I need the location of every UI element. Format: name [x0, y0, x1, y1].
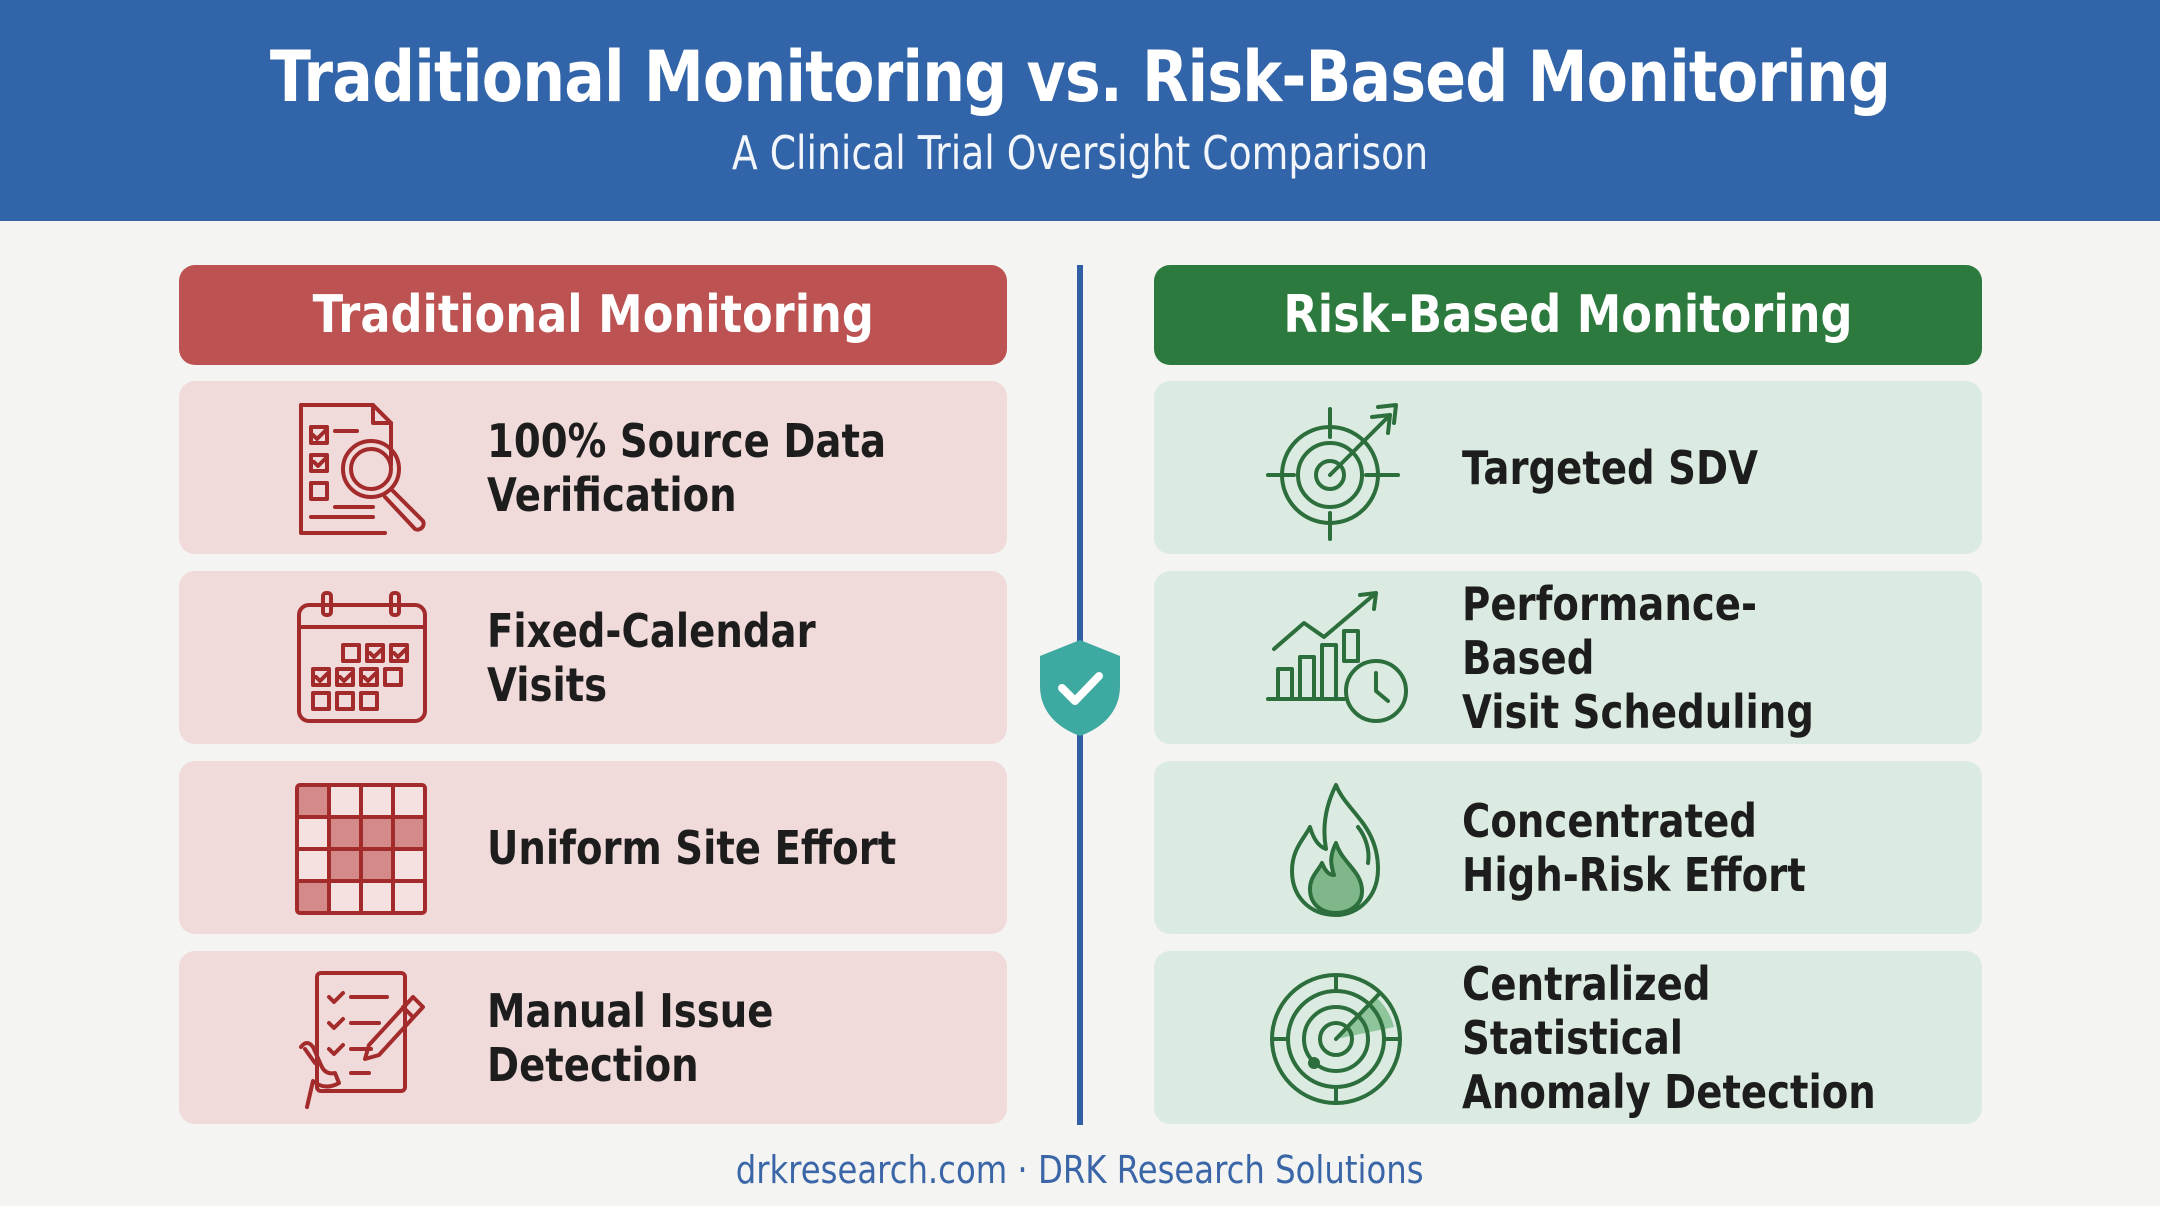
target-arrow-icon [1266, 403, 1400, 541]
traditional-item-label: Fixed-Calendar Visits [487, 603, 816, 712]
checklist-pen-icon [299, 971, 425, 1109]
risk-item-label: Targeted SDV [1462, 440, 1758, 495]
document-magnifier-icon [299, 403, 426, 535]
traditional-item-source-verification: 100% Source Data Verification [179, 381, 1007, 554]
header-banner: Traditional Monitoring vs. Risk-Based Mo… [0, 0, 2160, 221]
chart-clock-icon [1266, 591, 1408, 723]
risk-item-targeted-sdv: Targeted SDV [1154, 381, 1982, 554]
traditional-item-manual-detection: Manual Issue Detection [179, 951, 1007, 1124]
risk-based-column-header: Risk-Based Monitoring [1154, 265, 1982, 365]
risk-item-label: Performance-Based Visit Scheduling [1462, 576, 1814, 739]
risk-item-label: Centralized Statistical Anomaly Detectio… [1462, 956, 1876, 1119]
risk-item-label: Concentrated High-Risk Effort [1462, 793, 1806, 902]
shield-check-icon [1040, 640, 1120, 736]
risk-based-column-title: Risk-Based Monitoring [1283, 285, 1853, 345]
flame-icon [1290, 783, 1380, 917]
footer-credit: drkresearch.com · DRK Research Solutions [0, 1148, 2160, 1192]
radar-icon [1270, 973, 1402, 1105]
calendar-icon [297, 591, 427, 723]
risk-item-high-risk-effort: Concentrated High-Risk Effort [1154, 761, 1982, 934]
traditional-item-calendar-visits: Fixed-Calendar Visits [179, 571, 1007, 744]
traditional-item-label: Manual Issue Detection [487, 983, 774, 1092]
traditional-item-label: 100% Source Data Verification [487, 413, 887, 522]
traditional-item-uniform-effort: Uniform Site Effort [179, 761, 1007, 934]
grid-icon [295, 783, 427, 915]
page-title: Traditional Monitoring vs. Risk-Based Mo… [269, 36, 1891, 118]
risk-item-performance-scheduling: Performance-Based Visit Scheduling [1154, 571, 1982, 744]
footer-link[interactable]: drkresearch.com · DRK Research Solutions [736, 1148, 1424, 1192]
traditional-column-header: Traditional Monitoring [179, 265, 1007, 365]
traditional-column-title: Traditional Monitoring [312, 285, 874, 345]
page-subtitle: A Clinical Trial Oversight Comparison [731, 126, 1429, 180]
risk-item-anomaly-detection: Centralized Statistical Anomaly Detectio… [1154, 951, 1982, 1124]
traditional-item-label: Uniform Site Effort [487, 820, 897, 875]
